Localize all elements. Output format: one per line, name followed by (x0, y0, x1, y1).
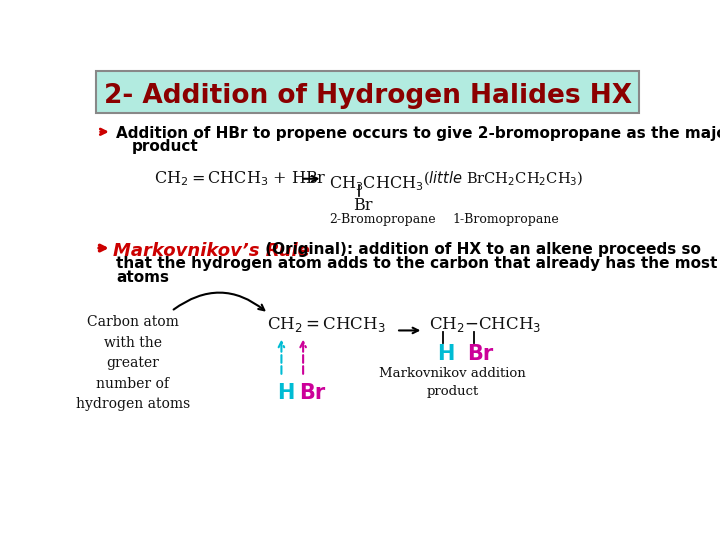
Text: CH$_2$$-$CHCH$_3$: CH$_2$$-$CHCH$_3$ (429, 315, 541, 334)
Text: CH$_3$CHCH$_3$: CH$_3$CHCH$_3$ (329, 174, 423, 193)
Text: 2-Bromopropane: 2-Bromopropane (329, 213, 436, 226)
Text: product: product (132, 139, 199, 154)
Text: CH$_2$$=$CHCH$_3$: CH$_2$$=$CHCH$_3$ (266, 315, 385, 334)
Text: CH$_2$$=$CHCH$_3$ + HBr: CH$_2$$=$CHCH$_3$ + HBr (153, 170, 326, 188)
Text: atoms: atoms (117, 269, 169, 285)
Text: Addition of HBr to propene occurs to give 2-bromopropane as the major: Addition of HBr to propene occurs to giv… (117, 126, 720, 141)
Text: ($\it{little}$ BrCH$_2$CH$_2$CH$_3$): ($\it{little}$ BrCH$_2$CH$_2$CH$_3$) (423, 170, 584, 188)
Text: Br: Br (354, 197, 373, 214)
Text: H: H (277, 383, 295, 403)
Text: Br: Br (300, 383, 325, 403)
Text: Markovnikov addition
product: Markovnikov addition product (379, 367, 526, 399)
FancyBboxPatch shape (96, 71, 639, 113)
Text: Br: Br (467, 345, 494, 364)
Text: Markovnikov’s Rule: Markovnikov’s Rule (113, 242, 310, 260)
Text: H: H (437, 345, 454, 364)
Text: that the hydrogen atom adds to the carbon that already has the most hydrogen: that the hydrogen atom adds to the carbo… (117, 256, 720, 271)
Text: Carbon atom
with the
greater
number of
hydrogen atoms: Carbon atom with the greater number of h… (76, 315, 190, 411)
Text: 2- Addition of Hydrogen Halides HX: 2- Addition of Hydrogen Halides HX (104, 83, 632, 109)
Text: 1-Bromopropane: 1-Bromopropane (453, 213, 559, 226)
Text: (Original): addition of HX to an alkene proceeds so: (Original): addition of HX to an alkene … (261, 242, 701, 257)
